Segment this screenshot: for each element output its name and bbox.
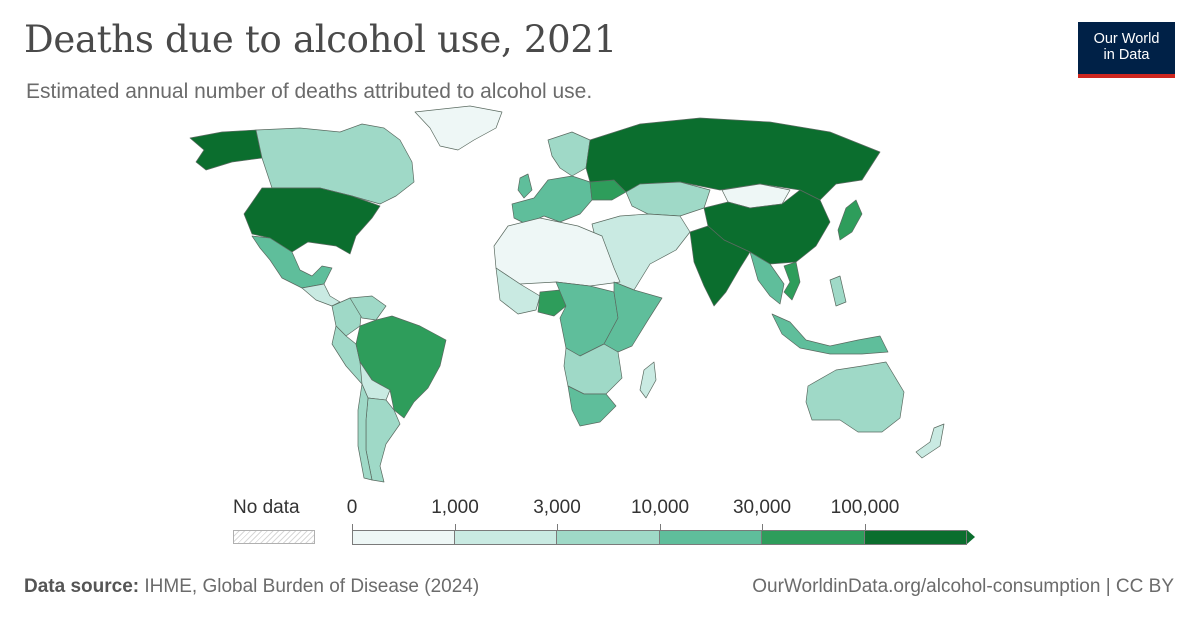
region-new-zealand[interactable] xyxy=(915,423,945,459)
legend-tick xyxy=(762,524,763,530)
region-australia[interactable] xyxy=(805,361,905,433)
region-chile[interactable] xyxy=(357,383,373,481)
legend-tick-label: 0 xyxy=(346,497,358,518)
region-kazakhstan[interactable] xyxy=(625,181,711,217)
region-united-states[interactable] xyxy=(243,187,381,255)
region-madagascar[interactable] xyxy=(639,361,657,399)
legend-tick-label: 1,000 xyxy=(431,497,479,518)
region-vietnam[interactable] xyxy=(783,261,801,301)
logo-line-2: in Data xyxy=(1103,47,1150,63)
legend-tick xyxy=(660,524,661,530)
region-philippines[interactable] xyxy=(829,275,847,307)
legend-tick xyxy=(455,524,456,530)
data-source-label: Data source: xyxy=(24,576,140,597)
logo-line-1: Our World xyxy=(1093,31,1160,47)
legend-tick-label: 3,000 xyxy=(533,497,581,518)
chart-subtitle: Estimated annual number of deaths attrib… xyxy=(26,80,593,103)
legend-no-data-swatch xyxy=(233,530,315,544)
region-venezuela[interactable] xyxy=(349,295,387,321)
legend-tick-label: 10,000 xyxy=(630,497,690,518)
region-west-africa[interactable] xyxy=(495,267,541,315)
legend-tick xyxy=(865,524,866,530)
region-indonesia[interactable] xyxy=(771,313,889,355)
source-url-link[interactable]: OurWorldinData.org/alcohol-consumption |… xyxy=(752,576,1174,597)
region-mexico[interactable] xyxy=(251,235,333,289)
region-southern-africa[interactable] xyxy=(563,343,623,395)
region-india[interactable] xyxy=(689,225,751,307)
legend-tick xyxy=(557,524,558,530)
legend-tick xyxy=(352,524,353,530)
owid-logo[interactable]: Our World in Data xyxy=(1078,22,1175,78)
region-nigeria[interactable] xyxy=(537,289,567,317)
region-south-africa[interactable] xyxy=(567,385,617,427)
legend-no-data-label: No data xyxy=(233,497,300,518)
region-alaska[interactable] xyxy=(189,129,263,171)
region-japan[interactable] xyxy=(837,199,863,241)
region-united-kingdom[interactable] xyxy=(517,173,533,199)
region-north-africa[interactable] xyxy=(493,217,621,287)
region-east-africa[interactable] xyxy=(603,281,663,353)
chart-title: Deaths due to alcohol use, 2021 xyxy=(24,18,617,61)
legend-bin[interactable] xyxy=(762,530,865,545)
region-southeast-asia[interactable] xyxy=(749,251,785,305)
region-russia[interactable] xyxy=(585,117,881,201)
data-source: Data source: IHME, Global Burden of Dise… xyxy=(24,576,479,598)
region-central-america[interactable] xyxy=(301,283,341,307)
legend-bin[interactable] xyxy=(865,530,967,545)
legend-bin[interactable] xyxy=(352,530,455,545)
legend-tick-label: 100,000 xyxy=(830,497,900,518)
region-scandinavia[interactable] xyxy=(547,131,591,177)
legend-bin[interactable] xyxy=(455,530,557,545)
data-source-text: IHME, Global Burden of Disease (2024) xyxy=(144,576,480,597)
legend-bin[interactable] xyxy=(660,530,762,545)
legend-open-end-arrow xyxy=(967,530,975,544)
legend-bin[interactable] xyxy=(557,530,660,545)
region-greenland[interactable] xyxy=(414,105,503,151)
legend-tick-label: 30,000 xyxy=(732,497,792,518)
